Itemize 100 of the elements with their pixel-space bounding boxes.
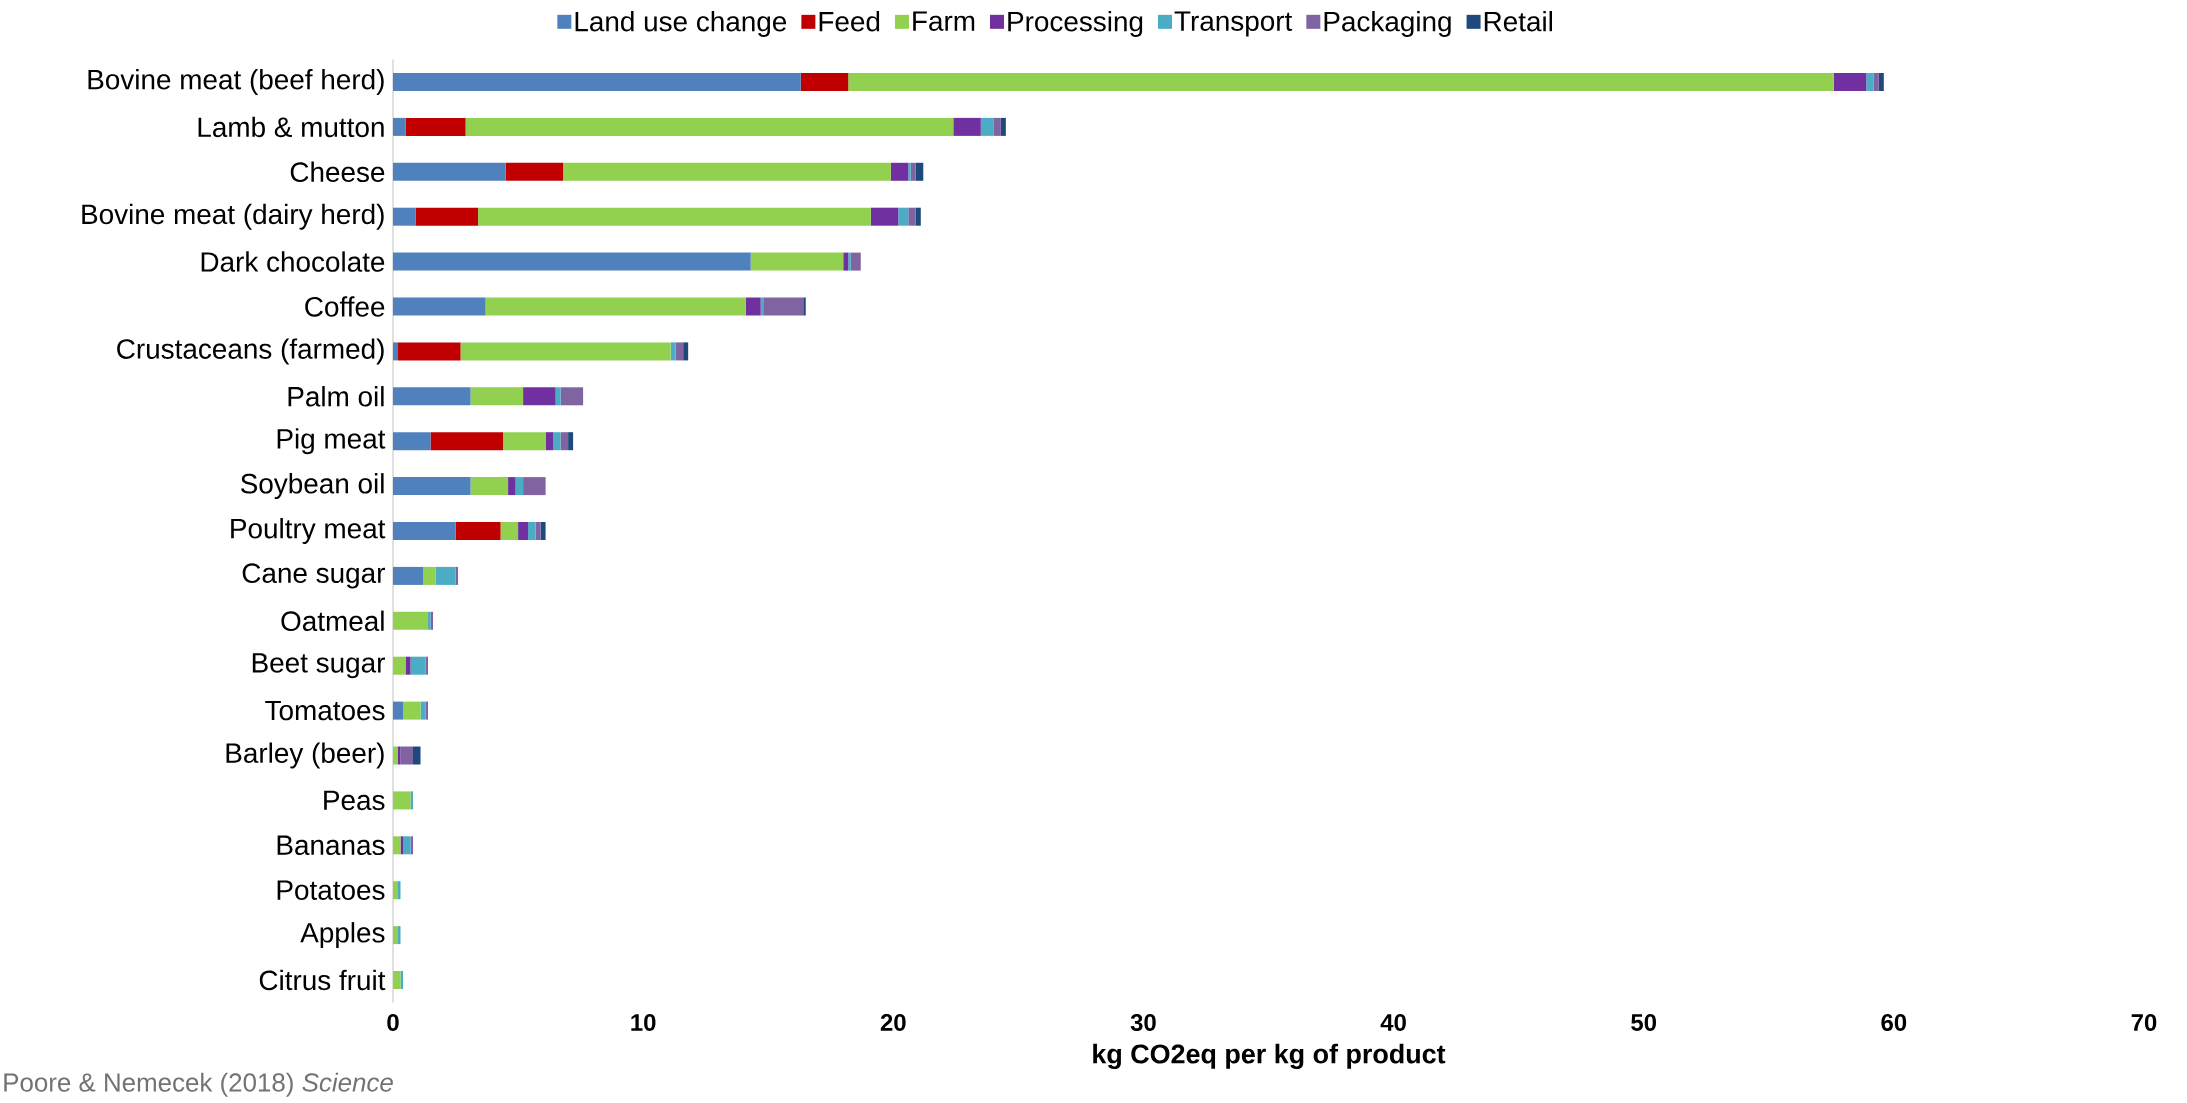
bar xyxy=(393,611,429,630)
bar xyxy=(393,522,456,540)
legend-label: Processing xyxy=(1008,10,1143,37)
y-tick-label: Lamb & mutton xyxy=(198,116,384,138)
bar xyxy=(908,162,911,181)
bar xyxy=(540,522,546,540)
bar xyxy=(470,387,524,406)
bar xyxy=(485,297,746,316)
bar xyxy=(500,522,519,540)
bar xyxy=(423,566,436,585)
bar xyxy=(393,836,401,855)
bar xyxy=(393,656,406,675)
bar xyxy=(393,252,751,271)
bar xyxy=(908,207,916,226)
y-tick-label: Tomatoes xyxy=(265,700,385,721)
bar xyxy=(393,432,431,451)
bar xyxy=(393,117,406,136)
x-axis-title: kg CO2eq per kg of product xyxy=(1093,1043,1446,1069)
y-tick-label: Crustaceans (farmed) xyxy=(117,338,384,365)
bar xyxy=(400,746,414,765)
bar xyxy=(478,207,871,226)
bar xyxy=(398,926,401,945)
bar xyxy=(393,566,424,585)
bar xyxy=(393,162,506,181)
bar xyxy=(405,117,466,136)
bar xyxy=(430,432,504,451)
legend-label: Packaging xyxy=(1324,10,1451,37)
y-tick-label: Potatoes xyxy=(277,880,385,900)
bar xyxy=(915,162,924,181)
y-tick-label: Dark chocolate xyxy=(201,251,385,272)
y-tick-label: Pig meat xyxy=(277,428,386,455)
bar xyxy=(1878,72,1884,91)
y-tick-label: Beet sugar xyxy=(252,653,385,679)
y-tick-label: Citrus fruit xyxy=(259,969,386,991)
bar xyxy=(410,656,426,675)
y-tick-label: Cheese xyxy=(290,161,385,183)
bar xyxy=(398,881,401,900)
bar xyxy=(870,207,899,226)
x-tick-label: 60 xyxy=(1881,1013,1907,1031)
bar xyxy=(1866,72,1874,91)
bar xyxy=(670,342,676,361)
bar xyxy=(803,297,806,316)
x-tick-label: 0 xyxy=(387,1013,399,1031)
y-tick-label: Palm oil xyxy=(288,386,384,407)
bar xyxy=(993,117,1001,136)
legend-label: Transport xyxy=(1174,11,1293,37)
bar xyxy=(508,477,516,496)
bar xyxy=(398,746,401,765)
text: Poore & Nemecek (2018) Science xyxy=(4,1072,393,1097)
bar xyxy=(763,297,804,316)
bar xyxy=(528,522,536,540)
bar xyxy=(503,432,546,451)
bar xyxy=(555,387,561,406)
x-tick-label: 10 xyxy=(631,1013,656,1031)
legend-label: Farm xyxy=(913,11,975,31)
y-tick-label: Barley (beer) xyxy=(226,742,384,769)
bar xyxy=(915,207,921,226)
bar xyxy=(890,162,909,181)
legend-label: Retail xyxy=(1484,10,1552,32)
bar xyxy=(393,746,399,765)
bar xyxy=(1873,72,1879,91)
bar xyxy=(563,162,891,181)
y-tick-label: Bananas xyxy=(277,835,385,856)
bar xyxy=(393,297,486,316)
bar xyxy=(910,162,916,181)
bar xyxy=(848,252,851,271)
bar xyxy=(1833,72,1867,91)
bar xyxy=(898,207,909,226)
bar xyxy=(750,252,844,271)
bar xyxy=(403,836,411,855)
bar xyxy=(393,207,416,226)
bar xyxy=(393,881,399,900)
x-tick-label: 40 xyxy=(1380,1013,1406,1031)
x-tick-label: 20 xyxy=(880,1013,906,1031)
bar xyxy=(560,387,584,406)
x-tick-label: 30 xyxy=(1130,1013,1156,1031)
bar xyxy=(393,971,401,990)
bar xyxy=(518,522,529,540)
bar xyxy=(405,656,411,675)
x-tick-label: 70 xyxy=(2131,1013,2157,1031)
bar xyxy=(403,701,421,720)
bar xyxy=(505,162,564,181)
x-tick-label: 50 xyxy=(1631,1013,1656,1031)
bar xyxy=(848,72,1834,91)
bar xyxy=(393,791,411,810)
bar xyxy=(553,432,561,451)
bar xyxy=(460,342,671,361)
y-tick-label: Bovine meat (beef herd) xyxy=(88,69,384,95)
bar xyxy=(683,342,689,361)
y-tick-label: Cane sugar xyxy=(242,563,385,589)
bar xyxy=(843,252,849,271)
bar xyxy=(393,701,404,720)
bar xyxy=(413,746,421,765)
bar xyxy=(560,432,569,451)
bar xyxy=(393,72,801,91)
bar xyxy=(435,566,456,585)
y-tick-label: Coffee xyxy=(305,296,385,317)
bar xyxy=(393,342,399,361)
bar xyxy=(980,117,994,136)
bar xyxy=(545,432,554,451)
